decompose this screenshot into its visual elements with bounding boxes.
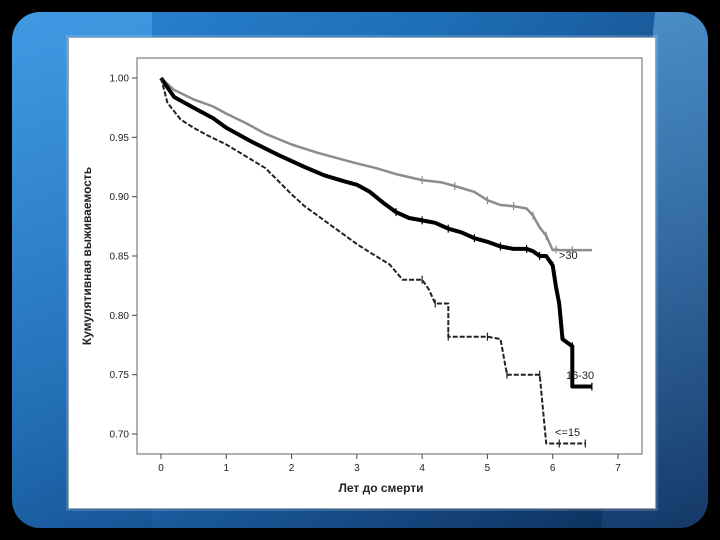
survival-chart: 0.70 0.75 0.80 0.85 0.90 0.95 1.00 0 1 2 3 4 5 6 7 Ле… bbox=[80, 57, 643, 495]
x-tick-label: 1 bbox=[224, 463, 230, 474]
series-label-gt30: >30 bbox=[559, 250, 578, 262]
x-tick-label: 3 bbox=[354, 463, 360, 474]
x-tick-label: 2 bbox=[289, 463, 295, 474]
y-axis: 0.70 0.75 0.80 0.85 0.90 0.95 1.00 bbox=[110, 74, 137, 441]
y-tick-label: 0.95 bbox=[110, 133, 130, 144]
series-line-2 bbox=[160, 77, 586, 445]
y-tick-label: 0.85 bbox=[110, 252, 130, 263]
y-tick-label: 1.00 bbox=[110, 74, 130, 85]
series-line-1 bbox=[159, 76, 592, 389]
y-tick-label: 0.80 bbox=[110, 311, 130, 322]
y-tick-label: 0.90 bbox=[110, 192, 130, 203]
x-axis-title: Лет до смерти bbox=[338, 481, 423, 495]
x-axis: 0 1 2 3 4 5 6 7 bbox=[158, 454, 621, 474]
series-line-0 bbox=[160, 77, 592, 252]
y-tick-label: 0.75 bbox=[110, 370, 130, 381]
x-tick-label: 5 bbox=[485, 463, 491, 474]
x-tick-label: 0 bbox=[158, 463, 164, 474]
series-group bbox=[159, 76, 593, 448]
x-tick-label: 7 bbox=[615, 463, 621, 474]
series-label-le15: <=15 bbox=[555, 427, 580, 439]
x-tick-label: 6 bbox=[550, 463, 556, 474]
chart-panel: 0.70 0.75 0.80 0.85 0.90 0.95 1.00 0 1 2 3 4 5 6 7 Ле… bbox=[68, 37, 656, 509]
x-tick-label: 4 bbox=[419, 463, 425, 474]
y-tick-label: 0.70 bbox=[110, 430, 130, 441]
series-label-16-30: 16-30 bbox=[566, 370, 594, 382]
y-axis-title: Кумулятивная выживаемость bbox=[80, 167, 94, 345]
